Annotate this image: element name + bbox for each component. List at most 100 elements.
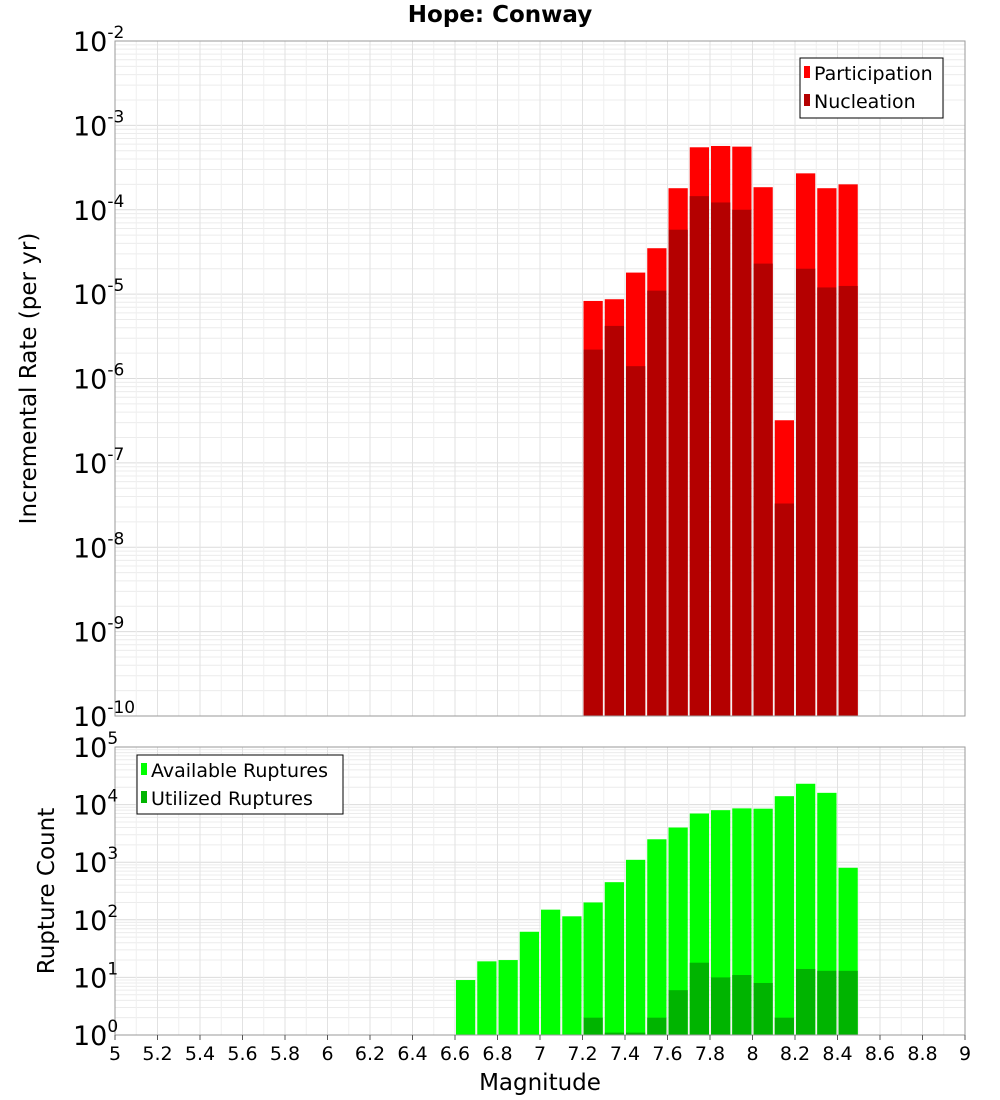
bar-rate-1-7 [732, 209, 752, 716]
rate-panel: 10-210-310-410-510-610-710-810-910-10Inc… [16, 23, 966, 733]
bar-count-1-13 [732, 975, 752, 1035]
bar-count-0-10 [668, 827, 688, 1035]
plot-border [114, 40, 966, 717]
y-tick-exponent: -9 [107, 614, 124, 634]
bar-count-1-6 [583, 1017, 603, 1035]
bar-count-1-14 [753, 982, 773, 1035]
y-tick-label: 10-10 [73, 698, 135, 733]
y-tick-label: 104 [73, 787, 118, 822]
bar-rate-1-4 [668, 229, 688, 717]
bar-count-1-9 [647, 1017, 667, 1035]
bar-count-1-7 [604, 1032, 624, 1035]
legend-swatch-1 [141, 791, 147, 803]
x-tick-label: 7.8 [695, 1043, 725, 1065]
y-tick-label: 10-4 [73, 192, 124, 227]
y-tick-exponent: -4 [107, 192, 124, 212]
x-tick-label: 9 [959, 1043, 971, 1065]
x-tick-label: 7.2 [567, 1043, 597, 1065]
y-tick-base: 10 [73, 365, 107, 396]
x-tick-label: 5.6 [227, 1043, 257, 1065]
x-tick-label: 7 [534, 1043, 546, 1065]
bar-count-0-1 [477, 961, 497, 1035]
y-tick-exponent: -2 [107, 23, 124, 43]
y-tick-label: 10-2 [73, 23, 124, 58]
bar-count-1-10 [668, 990, 688, 1035]
y-tick-exponent: -7 [107, 445, 124, 465]
y-tick-base: 10 [73, 618, 107, 649]
y-tick-base: 10 [73, 196, 107, 227]
bar-rate-1-10 [796, 268, 816, 716]
y-tick-base: 10 [73, 449, 107, 480]
y-tick-label: 10-6 [73, 361, 124, 396]
legend-swatch-0 [804, 66, 810, 78]
y-tick-label: 103 [73, 844, 118, 879]
bar-rate-1-8 [753, 263, 773, 716]
y-tick-base: 10 [73, 702, 107, 733]
x-tick-label: 5.8 [270, 1043, 300, 1065]
bar-count-0-14 [753, 808, 773, 1035]
chart-title: Hope: Conway [408, 2, 592, 28]
bar-count-0-7 [604, 882, 624, 1035]
bar-count-0-3 [519, 931, 539, 1035]
bar-count-1-8 [626, 1032, 646, 1035]
y-axis-label: Rupture Count [34, 808, 60, 974]
bar-rate-1-9 [774, 503, 794, 716]
y-tick-label: 101 [73, 959, 118, 994]
y-tick-base: 10 [73, 791, 107, 822]
legend-box [136, 754, 344, 815]
bar-count-0-8 [626, 859, 646, 1035]
bar-count-0-0 [456, 980, 476, 1035]
y-tick-base: 10 [73, 111, 107, 142]
legend-label-0: Participation [814, 63, 933, 85]
bar-rate-1-12 [838, 285, 858, 716]
y-tick-exponent: 5 [107, 729, 118, 749]
legend-swatch-1 [804, 94, 810, 106]
y-tick-exponent: -6 [107, 361, 124, 381]
y-tick-exponent: 2 [107, 902, 118, 922]
y-tick-label: 10-3 [73, 107, 124, 142]
y-tick-base: 10 [73, 848, 107, 879]
x-tick-label: 8 [746, 1043, 758, 1065]
y-tick-label: 10-9 [73, 614, 124, 649]
x-tick-label: 5 [109, 1043, 121, 1065]
x-tick-label: 6.6 [440, 1043, 470, 1065]
y-tick-label: 102 [73, 902, 118, 937]
legend-label-1: Utilized Ruptures [151, 788, 313, 810]
bar-rate-1-3 [647, 290, 667, 716]
y-tick-base: 10 [73, 906, 107, 937]
y-tick-exponent: -10 [107, 698, 135, 718]
y-tick-exponent: 3 [107, 844, 118, 864]
y-tick-base: 10 [73, 733, 107, 764]
x-tick-label: 8.8 [907, 1043, 937, 1065]
x-tick-label: 5.4 [185, 1043, 215, 1065]
legend-label-1: Nucleation [814, 91, 916, 113]
bar-rate-1-1 [604, 325, 624, 716]
bar-count-1-12 [711, 977, 731, 1035]
y-tick-label: 10-5 [73, 276, 124, 311]
bar-count-1-18 [838, 970, 858, 1035]
y-tick-exponent: -5 [107, 276, 124, 296]
bar-count-0-5 [562, 916, 582, 1035]
bar-count-0-9 [647, 839, 667, 1035]
x-tick-label: 5.2 [142, 1043, 172, 1065]
y-tick-base: 10 [73, 533, 107, 564]
legend-swatch-0 [141, 763, 147, 775]
x-axis-label: Magnitude [479, 1070, 601, 1096]
bar-count-1-17 [817, 970, 837, 1035]
bar-count-0-4 [541, 909, 561, 1035]
x-tick-label: 7.4 [610, 1043, 640, 1065]
y-tick-label: 10-7 [73, 445, 124, 480]
bar-rate-1-2 [626, 366, 646, 716]
bar-count-0-15 [774, 796, 794, 1035]
x-tick-label: 8.6 [865, 1043, 895, 1065]
x-tick-label: 6.8 [482, 1043, 512, 1065]
y-tick-base: 10 [73, 27, 107, 58]
x-tick-label: 6 [321, 1043, 333, 1065]
bar-count-1-15 [774, 1017, 794, 1035]
y-tick-base: 10 [73, 963, 107, 994]
x-tick-label: 8.4 [822, 1043, 852, 1065]
y-tick-label: 100 [73, 1017, 118, 1052]
bar-rate-1-0 [583, 349, 603, 716]
y-tick-exponent: -3 [107, 107, 124, 127]
